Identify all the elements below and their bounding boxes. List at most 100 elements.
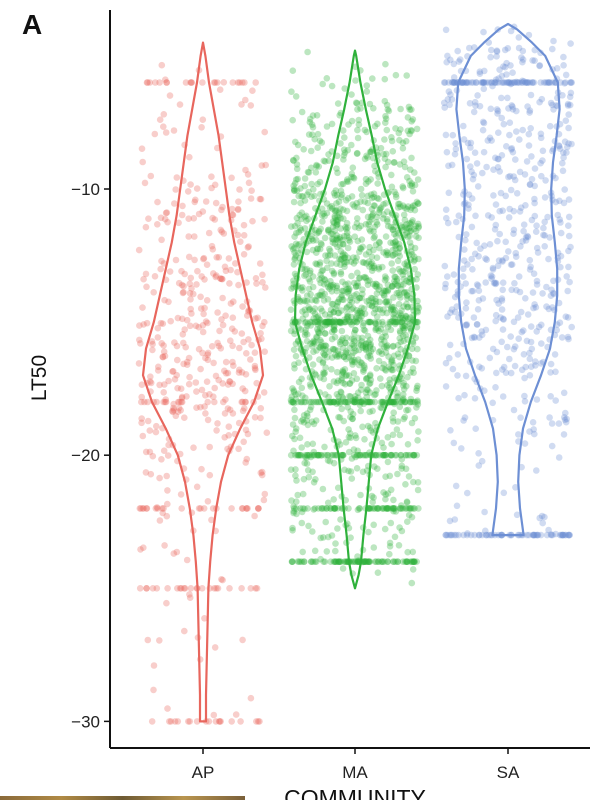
- data-point: [353, 318, 361, 326]
- data-point: [390, 505, 397, 512]
- data-point: [380, 287, 388, 295]
- data-point: [335, 353, 343, 360]
- data-point: [167, 718, 175, 725]
- data-point: [460, 265, 467, 273]
- data-point: [352, 396, 359, 403]
- data-point: [392, 398, 400, 406]
- data-point: [361, 558, 368, 565]
- data-point: [388, 398, 396, 406]
- data-point: [396, 335, 404, 342]
- data-point: [386, 472, 394, 480]
- data-point: [442, 531, 450, 539]
- data-point: [360, 366, 367, 374]
- data-point: [141, 179, 149, 187]
- data-point: [392, 125, 399, 132]
- data-point: [313, 334, 321, 341]
- data-point: [342, 439, 350, 446]
- data-point: [321, 275, 328, 283]
- data-point: [334, 169, 341, 177]
- data-point: [337, 225, 345, 232]
- data-point: [352, 283, 360, 291]
- data-point: [372, 280, 380, 288]
- data-point: [387, 358, 395, 365]
- data-point: [498, 152, 506, 159]
- data-point: [156, 517, 164, 524]
- data-point: [372, 306, 379, 313]
- data-point: [348, 357, 356, 364]
- data-point: [351, 292, 358, 299]
- data-point: [349, 164, 357, 171]
- data-point: [324, 457, 332, 464]
- data-point: [359, 322, 367, 329]
- data-point: [287, 396, 295, 404]
- data-point: [561, 414, 568, 421]
- data-point: [409, 202, 417, 209]
- data-point: [304, 467, 312, 474]
- data-point: [324, 451, 331, 459]
- data-point: [166, 268, 174, 275]
- data-point: [229, 211, 236, 218]
- data-point: [400, 415, 408, 423]
- data-point: [407, 314, 414, 321]
- data-point: [357, 244, 364, 252]
- data-point: [326, 283, 334, 290]
- data-point: [341, 149, 349, 156]
- data-point: [192, 322, 200, 330]
- data-point: [476, 102, 484, 110]
- data-point: [212, 372, 220, 380]
- data-point: [380, 291, 388, 299]
- data-point: [335, 309, 343, 317]
- data-point: [352, 326, 359, 334]
- data-point: [344, 313, 352, 320]
- data-point: [321, 311, 329, 318]
- data-point: [361, 327, 369, 335]
- data-point: [366, 424, 374, 431]
- data-point: [408, 345, 416, 353]
- data-point: [188, 79, 195, 86]
- data-point: [217, 275, 225, 283]
- data-point: [298, 519, 306, 527]
- data-point: [390, 361, 397, 369]
- data-point: [292, 340, 300, 348]
- data-point: [403, 229, 411, 236]
- data-point: [410, 558, 418, 565]
- data-point: [240, 438, 247, 446]
- data-point: [354, 553, 361, 560]
- data-point: [530, 304, 537, 312]
- data-point: [302, 394, 309, 402]
- data-point: [335, 393, 342, 401]
- data-point: [533, 531, 541, 539]
- data-point: [312, 260, 320, 267]
- data-point: [413, 323, 421, 331]
- data-point: [453, 303, 461, 310]
- data-point: [293, 477, 300, 484]
- data-point: [169, 368, 176, 375]
- data-point: [536, 62, 544, 69]
- x-axis-label: COMMUNITY: [284, 785, 426, 800]
- data-point: [538, 172, 545, 180]
- data-point: [244, 244, 252, 251]
- data-point: [328, 260, 335, 267]
- data-point: [564, 314, 572, 321]
- data-point: [401, 398, 408, 406]
- data-point: [333, 318, 340, 326]
- data-point: [522, 237, 530, 244]
- violin-ap: [141, 41, 265, 723]
- data-point: [193, 388, 200, 395]
- data-point: [522, 202, 529, 209]
- data-point: [355, 398, 363, 406]
- data-point: [546, 79, 553, 86]
- data-point: [293, 187, 301, 194]
- data-point: [334, 100, 342, 107]
- data-point: [359, 286, 366, 294]
- data-point: [492, 221, 500, 229]
- data-point: [382, 287, 390, 295]
- data-point: [406, 451, 414, 459]
- data-point: [360, 400, 368, 408]
- data-point: [344, 254, 352, 262]
- data-point: [530, 270, 538, 278]
- data-point: [311, 310, 319, 318]
- data-point: [366, 277, 373, 284]
- data-point: [332, 187, 340, 194]
